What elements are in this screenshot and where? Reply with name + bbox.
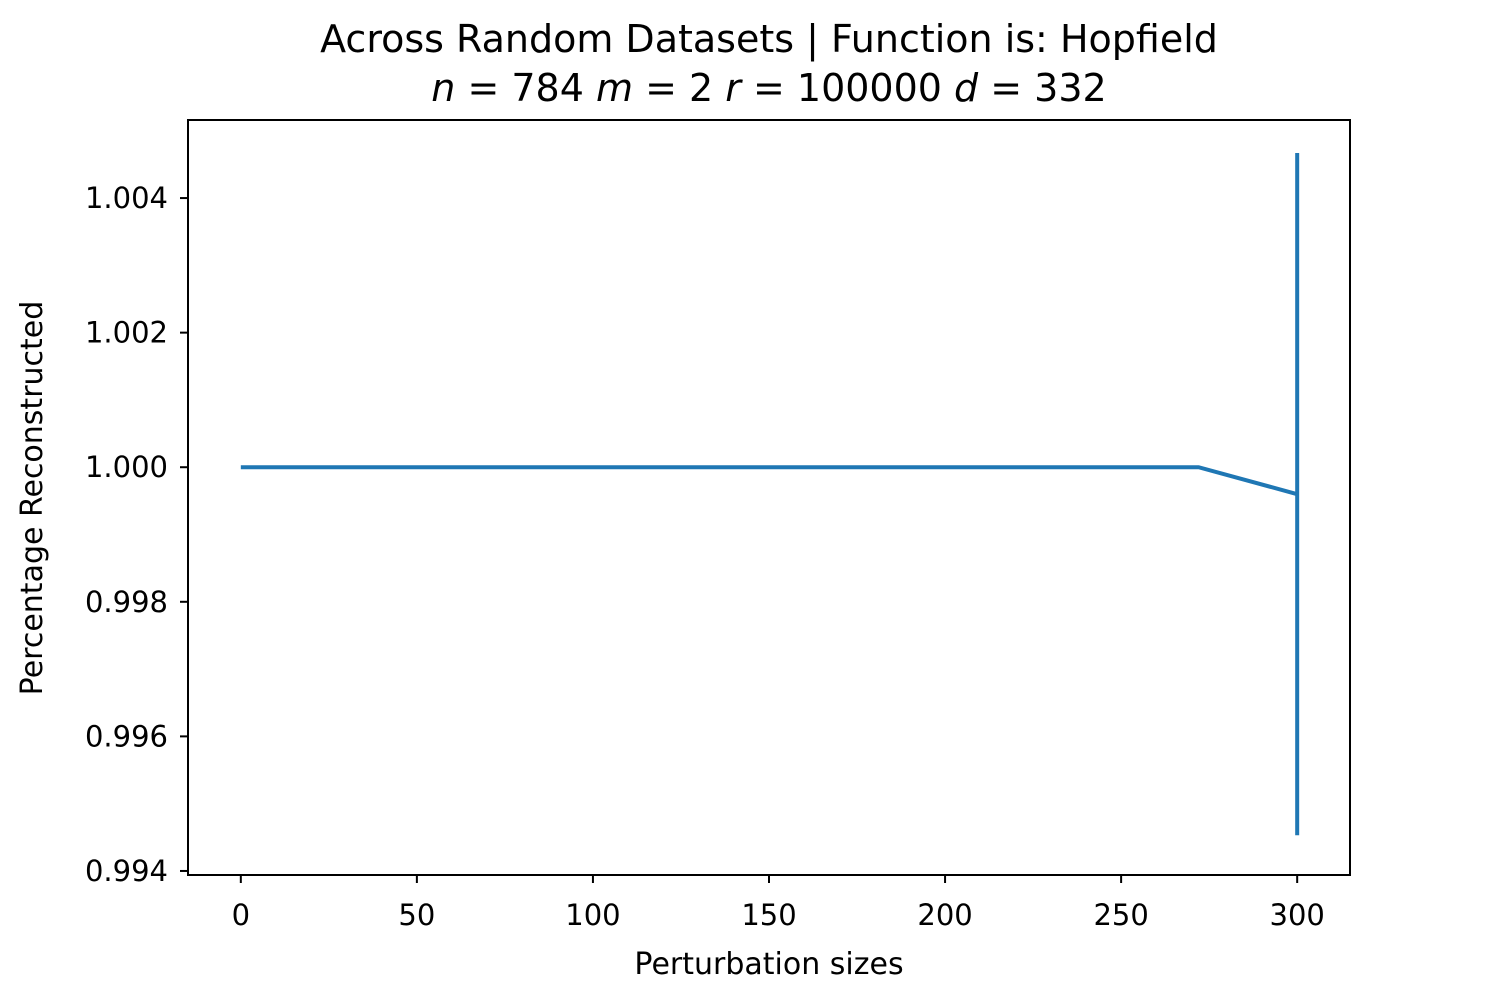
plot-area — [240, 152, 1300, 836]
x-tick-label: 250 — [1093, 898, 1148, 932]
x-tick-label: 200 — [917, 898, 972, 932]
axes-frame — [187, 119, 1351, 876]
y-tick-label: 1.000 — [85, 450, 168, 484]
subtitle-symbol: r — [725, 66, 743, 110]
x-tick-label: 50 — [398, 898, 435, 932]
y-axis: 0.994 0.996 0.998 1.000 1.002 1.004 — [85, 181, 188, 888]
chart-title: Across Random Datasets | Function is: Ho… — [320, 17, 1218, 62]
chart-subtitle: n = 784 m = 2 r = 100000 d = 332 — [431, 66, 1106, 110]
y-tick-label: 1.004 — [85, 181, 168, 215]
subtitle-value: = 100000 — [741, 66, 954, 110]
y-tick-label: 0.994 — [85, 854, 168, 888]
subtitle-symbol: d — [954, 66, 979, 110]
series-line — [240, 465, 1298, 497]
y-tick-label: 1.002 — [85, 316, 168, 350]
x-tick-label: 0 — [232, 898, 250, 932]
subtitle-symbol: n — [431, 66, 455, 110]
x-tick-label: 100 — [565, 898, 620, 932]
subtitle-symbol: m — [596, 66, 633, 110]
subtitle-value: = 784 — [455, 66, 596, 110]
x-tick-label: 150 — [741, 898, 796, 932]
y-axis-label: Percentage Reconstructed — [15, 301, 50, 696]
x-axis-label: Perturbation sizes — [634, 947, 903, 982]
subtitle-value: = 332 — [978, 66, 1107, 110]
y-tick-label: 0.996 — [85, 719, 168, 753]
y-tick-label: 0.998 — [85, 585, 168, 619]
x-axis: 0 50 100 150 200 250 300 — [232, 875, 1325, 932]
subtitle-value: = 2 — [633, 66, 725, 110]
x-tick-label: 300 — [1270, 898, 1325, 932]
